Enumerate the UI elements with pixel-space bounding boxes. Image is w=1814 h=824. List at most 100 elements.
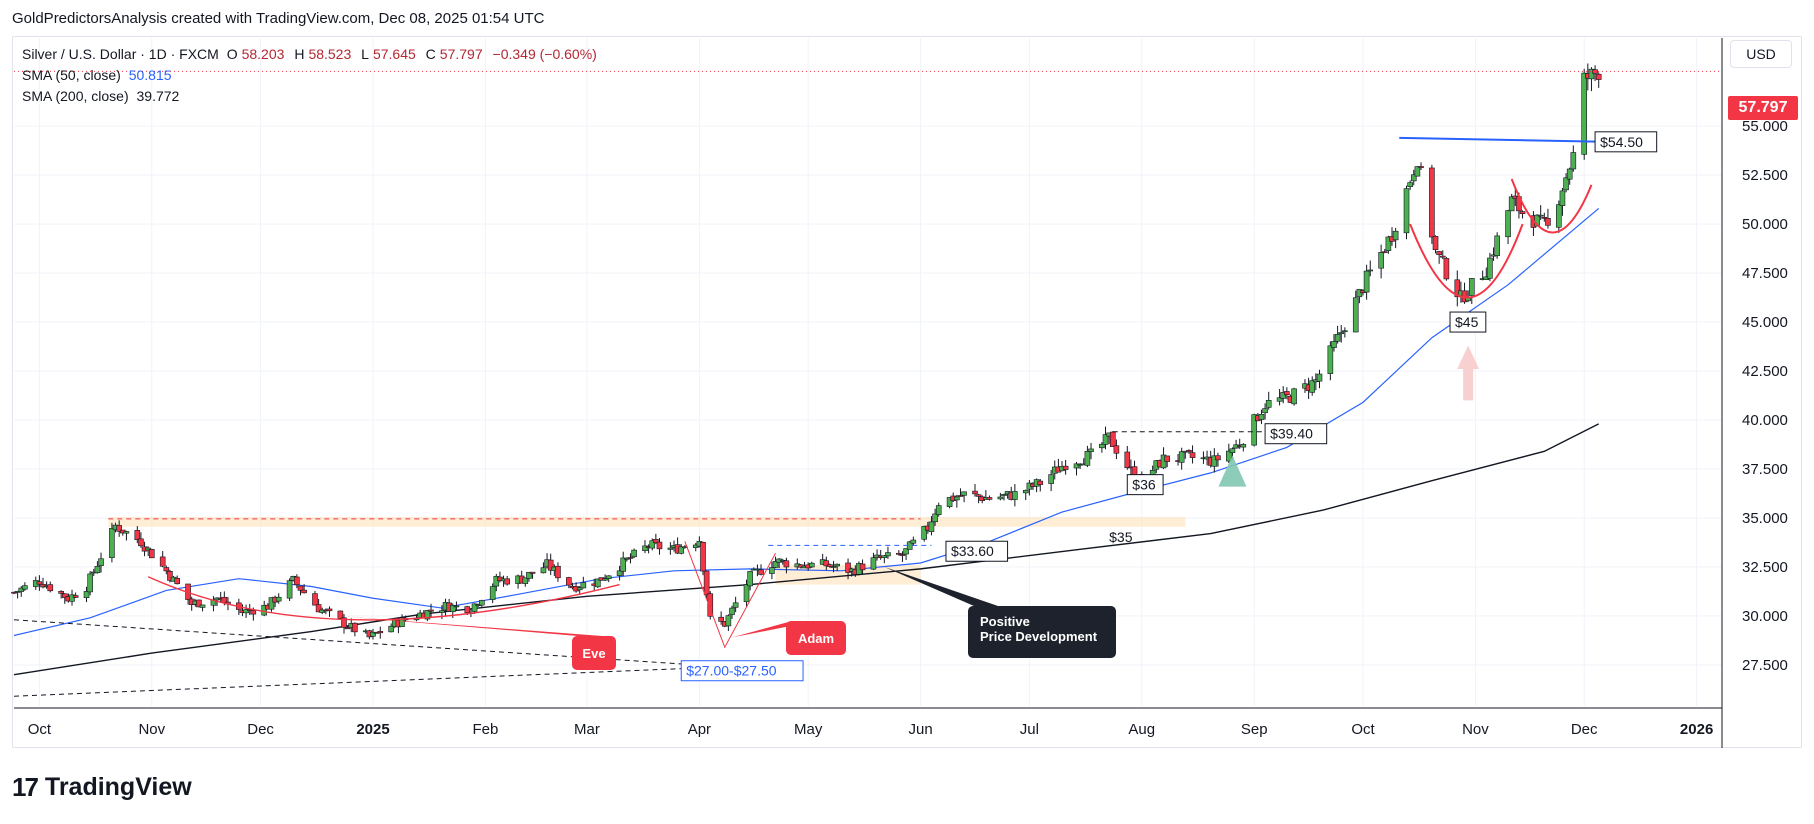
- candle-body: [910, 539, 917, 544]
- y-tick-label: 47.500: [1742, 265, 1788, 282]
- x-tick-label: Oct: [28, 721, 52, 738]
- level-36-label-box: [1126, 474, 1164, 496]
- candle-body: [555, 565, 561, 579]
- candle-body: [830, 566, 837, 568]
- close-label: C: [425, 46, 436, 62]
- candle-body: [540, 567, 547, 574]
- candle-body: [649, 540, 656, 549]
- candle-body: [1251, 414, 1258, 446]
- y-tick-label: 35.000: [1742, 510, 1788, 527]
- sma50-row[interactable]: SMA (50, close) 50.815: [22, 65, 603, 86]
- candle-body: [547, 559, 554, 571]
- adam-callout: Adam: [798, 631, 834, 646]
- candle-body: [1284, 391, 1290, 396]
- symbol-label[interactable]: Silver / U.S. Dollar · 1D · FXCM: [22, 46, 219, 62]
- candle-body: [138, 538, 144, 547]
- y-tick-label: 32.500: [1742, 559, 1788, 576]
- candle-body: [352, 622, 358, 633]
- adam-callout-box: [786, 621, 846, 655]
- candle-body: [1265, 400, 1272, 408]
- candle-body: [174, 577, 180, 585]
- candle-body: [344, 627, 351, 630]
- x-tick-label: 2025: [356, 721, 389, 738]
- candle-body: [377, 631, 384, 634]
- x-tick-label: 2026: [1680, 721, 1713, 738]
- last-price-tag: 57.797: [1728, 96, 1798, 120]
- candle-body: [268, 597, 275, 610]
- candle-body: [294, 576, 300, 586]
- positive-callout-box: [968, 606, 1116, 658]
- breakout-label: $33.60: [951, 543, 994, 559]
- x-tick-label: Oct: [1351, 721, 1375, 738]
- brand-name: TradingView: [44, 773, 192, 801]
- candle-body: [196, 599, 202, 608]
- candle-body: [471, 603, 478, 612]
- tradingview-logo[interactable]: 17 TradingView: [12, 772, 192, 803]
- candle-body: [1073, 463, 1080, 469]
- candle-body: [1276, 397, 1283, 402]
- candle-body: [1378, 252, 1384, 269]
- candle-body: [199, 604, 206, 608]
- candle-body: [522, 577, 529, 584]
- candle-body: [1334, 333, 1341, 342]
- eve-callout: Eve: [582, 646, 605, 661]
- candle-body: [250, 610, 257, 615]
- candle-body: [399, 617, 405, 627]
- handle-curve: [1510, 178, 1593, 234]
- x-tick-label: Aug: [1128, 721, 1155, 738]
- candle-body: [478, 600, 485, 606]
- chart-legend: Silver / U.S. Dollar · 1D · FXCM O 58.203…: [22, 44, 603, 107]
- candle-body: [1048, 474, 1054, 484]
- candle-body: [246, 609, 253, 611]
- open-value: 58.203: [241, 46, 285, 62]
- candle-body: [61, 593, 68, 598]
- ohlc-row: Silver / U.S. Dollar · 1D · FXCM O 58.203…: [22, 44, 603, 65]
- x-tick-label: Feb: [472, 721, 498, 738]
- candle-body: [1563, 177, 1569, 191]
- candle-body: [783, 560, 790, 568]
- candle-body: [595, 578, 601, 588]
- currency-selector[interactable]: USD: [1730, 40, 1792, 68]
- candle-body: [326, 608, 333, 612]
- candle-body: [1022, 489, 1029, 494]
- resistance-zone-35: [108, 516, 1186, 527]
- adam-spike-lines: [684, 541, 776, 649]
- indicator-layer: [13, 207, 1600, 676]
- annotation-layer: $27.00-$27.50 $33.60 $36 $39.40 $45 $54.50 $35…: [13, 70, 1722, 697]
- candle-body: [1327, 345, 1334, 374]
- candle-body: [1429, 167, 1435, 238]
- candle-body: [1099, 443, 1105, 449]
- candle-body: [972, 490, 978, 495]
- level-39-40-label-box: [1264, 423, 1328, 445]
- candle-body: [1189, 452, 1196, 458]
- candle-body: [98, 558, 104, 566]
- candle-body: [1211, 455, 1218, 467]
- candle-body: [1454, 279, 1461, 298]
- candle-body: [616, 570, 623, 576]
- eve-callout-box: [572, 636, 616, 670]
- chart-caption: GoldPredictorsAnalysis created with Trad…: [12, 10, 545, 27]
- candle-body: [1012, 491, 1018, 500]
- candle-body: [899, 554, 906, 556]
- adam-callout-pointer: [732, 621, 816, 638]
- sma200-row[interactable]: SMA (200, close) 39.772: [22, 86, 603, 107]
- candle-body: [1226, 450, 1232, 462]
- candle-body: [94, 566, 101, 574]
- candle-body: [1559, 190, 1566, 206]
- candle-body: [1418, 166, 1424, 168]
- candle-body: [1124, 451, 1131, 469]
- candle-body: [1178, 451, 1185, 463]
- candle-body: [1519, 211, 1526, 214]
- tradingview-logo-icon: 17: [12, 772, 39, 802]
- candle-body: [1443, 258, 1450, 280]
- candle-body: [1356, 289, 1363, 298]
- candle-body: [1229, 448, 1236, 453]
- level-39-40-label: $39.40: [1270, 426, 1313, 442]
- candle-body: [134, 530, 141, 541]
- candle-body: [703, 570, 710, 596]
- x-tick-label: Sep: [1241, 721, 1268, 738]
- level-36-label: $36: [1132, 477, 1156, 493]
- y-tick-label: 45.000: [1742, 314, 1788, 331]
- price-chart[interactable]: $27.00-$27.50 $33.60 $36 $39.40 $45 $54.50 $35…: [0, 0, 1814, 760]
- candle-body: [1592, 69, 1598, 74]
